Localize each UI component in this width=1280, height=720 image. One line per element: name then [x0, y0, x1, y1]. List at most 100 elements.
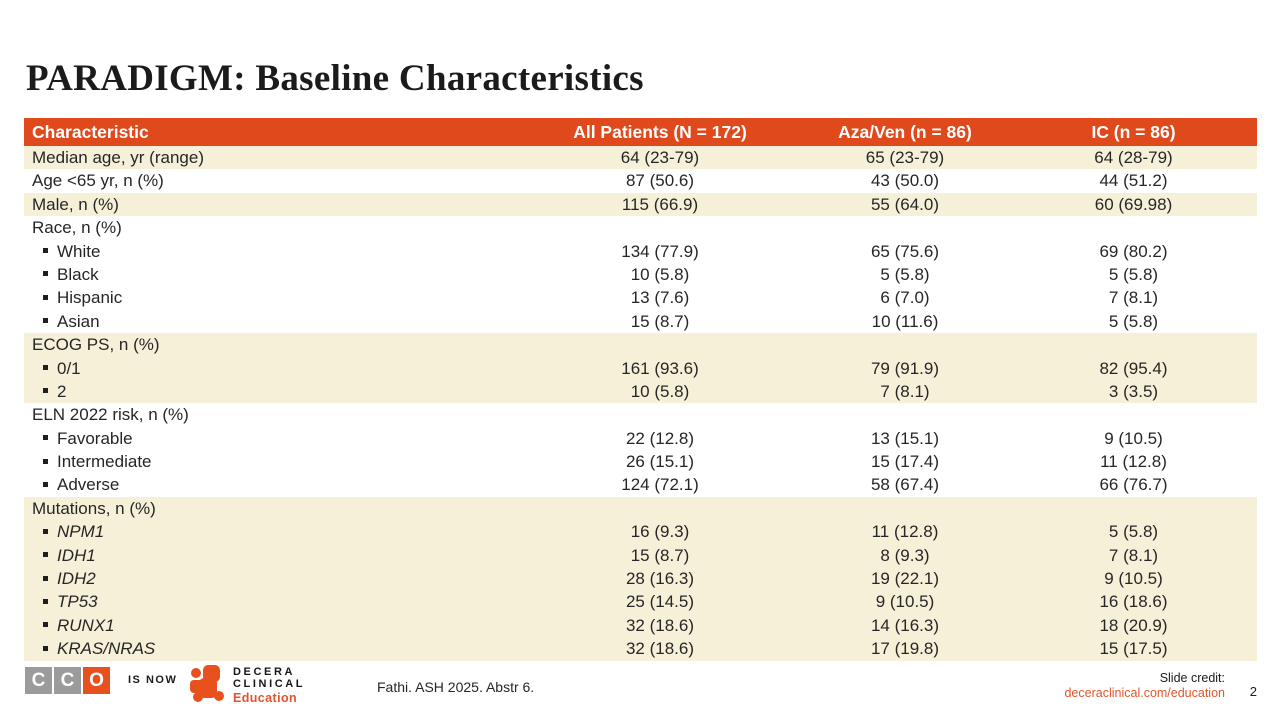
page-number: 2	[1249, 684, 1257, 699]
cell-value: 10 (5.8)	[630, 264, 690, 284]
cell-value: 10 (11.6)	[871, 311, 939, 331]
cell-value: 43 (50.0)	[870, 171, 940, 191]
row-label: Adverse	[57, 475, 120, 495]
cell-value: 9 (10.5)	[1104, 428, 1163, 448]
bullet-icon	[43, 481, 48, 487]
row-label: NPM1	[57, 522, 105, 542]
cell-value: 26 (15.1)	[625, 452, 695, 472]
cell-value: 25 (14.5)	[625, 592, 695, 612]
cell-value: 13 (15.1)	[870, 428, 940, 448]
decera-brand-line2: CLINICAL	[233, 677, 306, 690]
cell-value: 16 (18.6)	[1099, 592, 1168, 612]
table-row: NPM1 16 (9.3) 11 (12.8) 5 (5.8)	[24, 520, 1257, 544]
decera-brand-line3: Education	[233, 691, 298, 705]
table-row: Median age, yr (range) 64 (23-79) 65 (23…	[24, 146, 1257, 170]
cell-value: 5 (5.8)	[1108, 311, 1159, 331]
cell-value: 6 (7.0)	[880, 288, 930, 308]
bullet-icon	[43, 435, 48, 441]
cell-value: 60 (69.98)	[1094, 194, 1173, 214]
bullet-icon	[43, 248, 48, 254]
slide-credit-link[interactable]: deceraclinical.com/education	[1064, 686, 1225, 700]
row-label: Male, n (%)	[32, 194, 119, 214]
table-row: 2 10 (5.8) 7 (8.1) 3 (3.5)	[24, 379, 1257, 404]
column-header-ic: IC (n = 86)	[1091, 122, 1176, 142]
table-row: Asian 15 (8.7) 10 (11.6) 5 (5.8)	[24, 310, 1257, 333]
cell-value: 32 (18.6)	[625, 615, 695, 635]
table-group-row: Mutations, n (%)	[24, 496, 1257, 521]
cell-value: 44 (51.2)	[1099, 171, 1168, 191]
cco-logo: C C O	[25, 667, 110, 694]
cell-value: 65 (75.6)	[870, 241, 940, 261]
decera-logo-icon	[190, 665, 224, 702]
row-label: RUNX1	[57, 615, 115, 635]
cell-value: 16 (9.3)	[630, 522, 690, 542]
row-label: KRAS/NRAS	[57, 639, 156, 659]
cell-value: 124 (72.1)	[621, 475, 699, 495]
row-label: 0/1	[57, 358, 81, 378]
cell-value: 3 (3.5)	[1108, 381, 1159, 401]
cell-value: 5 (5.8)	[1108, 522, 1159, 542]
cell-value: 161 (93.6)	[621, 358, 699, 378]
table-row: White 134 (77.9) 65 (75.6) 69 (80.2)	[24, 240, 1257, 263]
bullet-icon	[43, 575, 48, 581]
cell-value: 13 (7.6)	[630, 288, 690, 308]
cell-value: 8 (9.3)	[880, 545, 930, 565]
cell-value: 82 (95.4)	[1099, 358, 1168, 378]
row-label: IDH1	[57, 545, 96, 565]
cell-value: 9 (10.5)	[875, 592, 935, 612]
table-row: Adverse 124 (72.1) 58 (67.4) 66 (76.7)	[24, 473, 1257, 496]
row-label: Median age, yr (range)	[32, 148, 204, 167]
cell-value: 17 (19.8)	[870, 639, 940, 659]
table-group-row: Race, n (%)	[24, 216, 1257, 239]
table-row: Age <65 yr, n (%) 87 (50.6) 43 (50.0) 44…	[24, 169, 1257, 192]
row-label: Hispanic	[57, 288, 123, 308]
cell-value: 115 (66.9)	[621, 194, 699, 214]
row-label: 2	[57, 381, 67, 401]
cell-value: 15 (8.7)	[630, 311, 690, 331]
cell-value: 11 (12.8)	[871, 522, 939, 542]
slide-credit: Slide credit: deceraclinical.com/educati…	[1064, 671, 1225, 701]
bullet-icon	[43, 645, 48, 651]
cell-value: 64 (23-79)	[620, 148, 700, 167]
row-label: White	[57, 241, 101, 261]
row-label: TP53	[57, 592, 98, 612]
cell-value: 32 (18.6)	[625, 639, 695, 659]
table-row: RUNX1 32 (18.6) 14 (16.3) 18 (20.9)	[24, 613, 1257, 638]
group-label: ECOG PS, n (%)	[32, 335, 160, 355]
bullet-icon	[43, 294, 48, 300]
cell-value: 79 (91.9)	[870, 358, 940, 378]
cell-value: 7 (8.1)	[1108, 545, 1159, 565]
row-label: Favorable	[57, 428, 133, 448]
cell-value: 11 (12.8)	[1100, 452, 1167, 472]
bullet-icon	[43, 388, 48, 394]
group-label: Mutations, n (%)	[32, 498, 156, 518]
table-row: Black 10 (5.8) 5 (5.8) 5 (5.8)	[24, 263, 1257, 286]
bullet-icon	[43, 622, 48, 628]
bullet-icon	[43, 271, 48, 277]
table-group-row: ELN 2022 risk, n (%)	[24, 403, 1257, 426]
row-label: Age <65 yr, n (%)	[32, 171, 164, 191]
is-now-label: IS NOW	[128, 674, 178, 686]
table-row: Male, n (%) 115 (66.9) 55 (64.0) 60 (69.…	[24, 192, 1257, 217]
cell-value: 5 (5.8)	[1108, 264, 1159, 284]
table-row: IDH2 28 (16.3) 19 (22.1) 9 (10.5)	[24, 567, 1257, 591]
cell-value: 7 (8.1)	[880, 381, 930, 401]
cell-value: 22 (12.8)	[625, 428, 695, 448]
group-label: ELN 2022 risk, n (%)	[32, 405, 189, 425]
cco-letter-block: O	[83, 667, 110, 694]
bullet-icon	[43, 458, 48, 464]
cell-value: 15 (17.5)	[1099, 639, 1168, 659]
row-label: Intermediate	[57, 452, 152, 472]
cell-value: 66 (76.7)	[1099, 475, 1168, 495]
cell-value: 28 (16.3)	[625, 569, 695, 589]
cell-value: 9 (10.5)	[1104, 569, 1163, 589]
row-label: Black	[57, 264, 99, 284]
citation-text: Fathi. ASH 2025. Abstr 6.	[377, 679, 535, 695]
group-label: Race, n (%)	[32, 218, 122, 238]
row-label: Asian	[57, 311, 100, 331]
cco-letter-block: C	[25, 667, 52, 694]
table-group-row: ECOG PS, n (%)	[24, 333, 1257, 357]
table-header-row: Characteristic All Patients (N = 172) Az…	[24, 118, 1257, 146]
cell-value: 64 (28-79)	[1094, 148, 1173, 167]
table-row: 0/1 161 (93.6) 79 (91.9) 82 (95.4)	[24, 356, 1257, 380]
